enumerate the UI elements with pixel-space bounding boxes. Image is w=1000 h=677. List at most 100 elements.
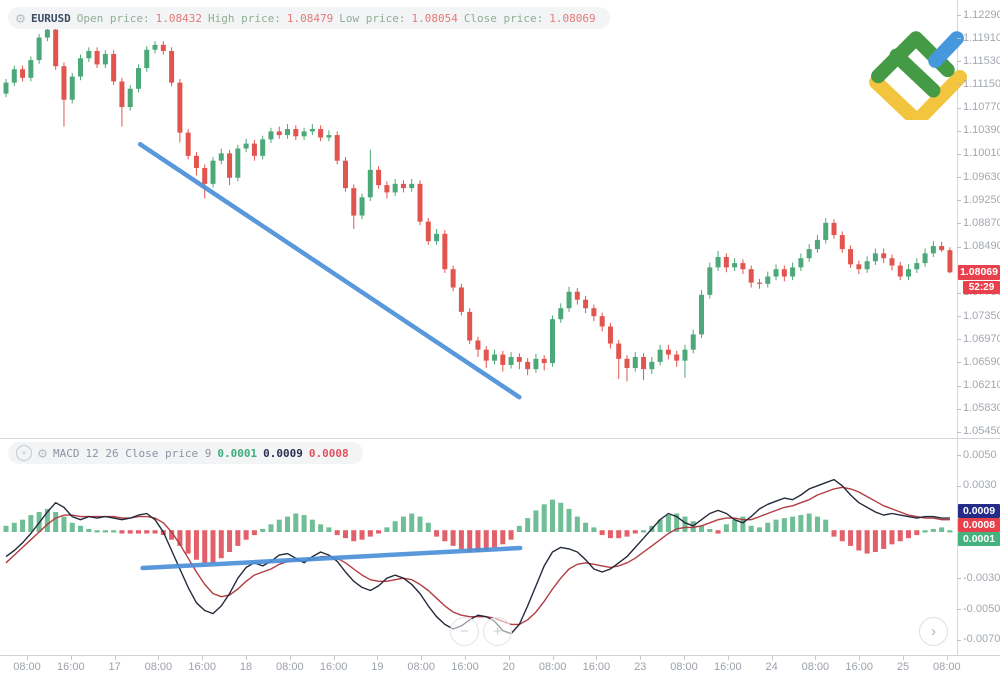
time-axis-label: 08:00 [407, 661, 435, 673]
macd-histogram-bar [541, 504, 547, 531]
candle-body [599, 316, 605, 327]
time-axis-tick [684, 656, 685, 660]
macd-zero-dash [309, 530, 315, 532]
time-axis-tick [114, 656, 116, 660]
macd-histogram-bar [193, 531, 199, 560]
candle-body [848, 249, 854, 265]
macd-zero-dash [3, 530, 9, 532]
macd-histogram-bar [740, 516, 746, 531]
macd-histogram-bar [342, 531, 348, 539]
macd-histogram-bar [632, 531, 638, 534]
macd-histogram-bar [624, 531, 630, 537]
macd-zero-dash [699, 530, 705, 532]
macd-histogram-bar [773, 519, 779, 531]
price-axis-label: 1.09250 [963, 193, 1000, 206]
candle-body [202, 168, 208, 184]
macd-zero-dash [781, 530, 787, 532]
macd-histogram-bar [492, 531, 498, 548]
macd-zero-dash [541, 530, 547, 532]
candle-body [781, 269, 787, 277]
scroll-right-button[interactable]: › [919, 617, 948, 646]
macd-histogram-bar [823, 519, 829, 531]
zoom-in-button[interactable]: + [483, 617, 512, 646]
macd-histogram-bar [699, 525, 705, 531]
candle-body [20, 69, 26, 78]
time-axis-label: 08:00 [276, 661, 304, 673]
price-axis-label: 1.06210 [963, 379, 1000, 392]
time-axis-tick [903, 656, 904, 660]
time-axis-label: 08:00 [144, 661, 173, 673]
macd-legend: ✕ ⚙ MACD 12 26 Close price 9 0.0001 0.00… [8, 442, 363, 464]
symbol-label: EURUSD [31, 11, 71, 25]
time-axis-tick [552, 656, 554, 660]
price-axis-label: 1.12290 [963, 8, 1000, 21]
macd-zero-dash [549, 530, 555, 532]
candle-body [947, 250, 953, 273]
candle-body [285, 128, 291, 136]
macd-zero-dash [293, 530, 299, 532]
panel-separator[interactable] [0, 438, 1000, 439]
macd-zero-dash [44, 530, 50, 532]
macd-zero-dash [301, 530, 307, 532]
candle-body [699, 294, 705, 335]
time-axis[interactable]: 08:00 16:00 17 08:00 16:00 18 08:00 16:00 19 08:0… [0, 655, 1000, 677]
time-axis-tick [859, 656, 861, 660]
macd-histogram-bar [574, 516, 580, 531]
macd-histogram-bar [227, 531, 233, 553]
macd-zero-dash [400, 530, 406, 532]
gear-icon[interactable]: ⚙ [38, 443, 48, 462]
high-value: 1.08479 [286, 11, 334, 25]
time-axis-tick [421, 656, 423, 660]
chart-canvas[interactable] [0, 0, 957, 655]
axis-tick [957, 200, 961, 202]
price-axis-label: 1.05450 [963, 425, 1000, 438]
macd-histogram-bar [334, 531, 340, 536]
time-axis-label: 23 [634, 661, 647, 673]
logo-stroke [869, 69, 967, 120]
macd-histogram-bar [930, 528, 936, 531]
macd-zero-dash [318, 530, 324, 532]
macd-histogram-bar [641, 530, 647, 533]
price-axis-label: 1.07350 [963, 309, 1000, 322]
macd-histogram-bar [458, 531, 464, 549]
candle-body [3, 82, 9, 94]
macd-histogram-bar [3, 525, 9, 531]
candle-body [94, 50, 100, 65]
macd-zero-dash [756, 530, 762, 532]
time-axis-label: 16:00 [57, 661, 85, 673]
gear-icon[interactable]: ⚙ [16, 8, 26, 27]
open-value: 1.08432 [155, 11, 202, 25]
candle-body [591, 308, 597, 317]
macd-histogram-bar [119, 531, 125, 534]
candle-body [44, 29, 50, 38]
macd-histogram-bar [36, 511, 42, 531]
candle-body [61, 66, 67, 100]
candle-body [756, 282, 762, 284]
time-axis-tick [465, 656, 466, 660]
macd-histogram-bar [475, 531, 481, 553]
time-axis-tick [946, 656, 948, 660]
macd-params: 12 26 Close price 9 [85, 446, 212, 460]
price-axis-label: 1.09630 [963, 170, 1000, 183]
macd-histogram-bar [525, 518, 531, 531]
zoom-out-button[interactable]: − [450, 617, 479, 646]
candle-countdown-badge: 52:29 [963, 280, 1000, 294]
time-axis-label: 25 [896, 661, 910, 673]
macd-zero-dash [574, 530, 580, 532]
macd-histogram-bar [293, 513, 299, 531]
time-axis-tick [596, 656, 598, 660]
axis-tick [957, 177, 961, 179]
low-value: 1.08054 [411, 11, 458, 25]
candle-body [28, 60, 34, 78]
price-trendline[interactable] [137, 141, 522, 400]
macd-hist-badge: 0.0001 [958, 532, 1000, 546]
candle-body [707, 267, 713, 295]
candle-body [930, 246, 936, 254]
macd-histogram-bar [549, 499, 555, 531]
candle-body [690, 334, 696, 350]
close-indicator-icon[interactable]: ✕ [16, 445, 32, 461]
macd-trendline[interactable] [140, 545, 523, 571]
candle-body [227, 153, 233, 178]
time-axis-tick [158, 656, 160, 660]
candle-body [889, 258, 895, 266]
